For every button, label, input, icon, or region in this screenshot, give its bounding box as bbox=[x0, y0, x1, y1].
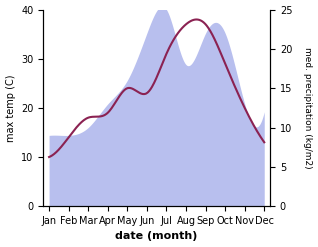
X-axis label: date (month): date (month) bbox=[115, 231, 198, 242]
Y-axis label: med. precipitation (kg/m2): med. precipitation (kg/m2) bbox=[303, 47, 313, 169]
Y-axis label: max temp (C): max temp (C) bbox=[5, 74, 16, 142]
